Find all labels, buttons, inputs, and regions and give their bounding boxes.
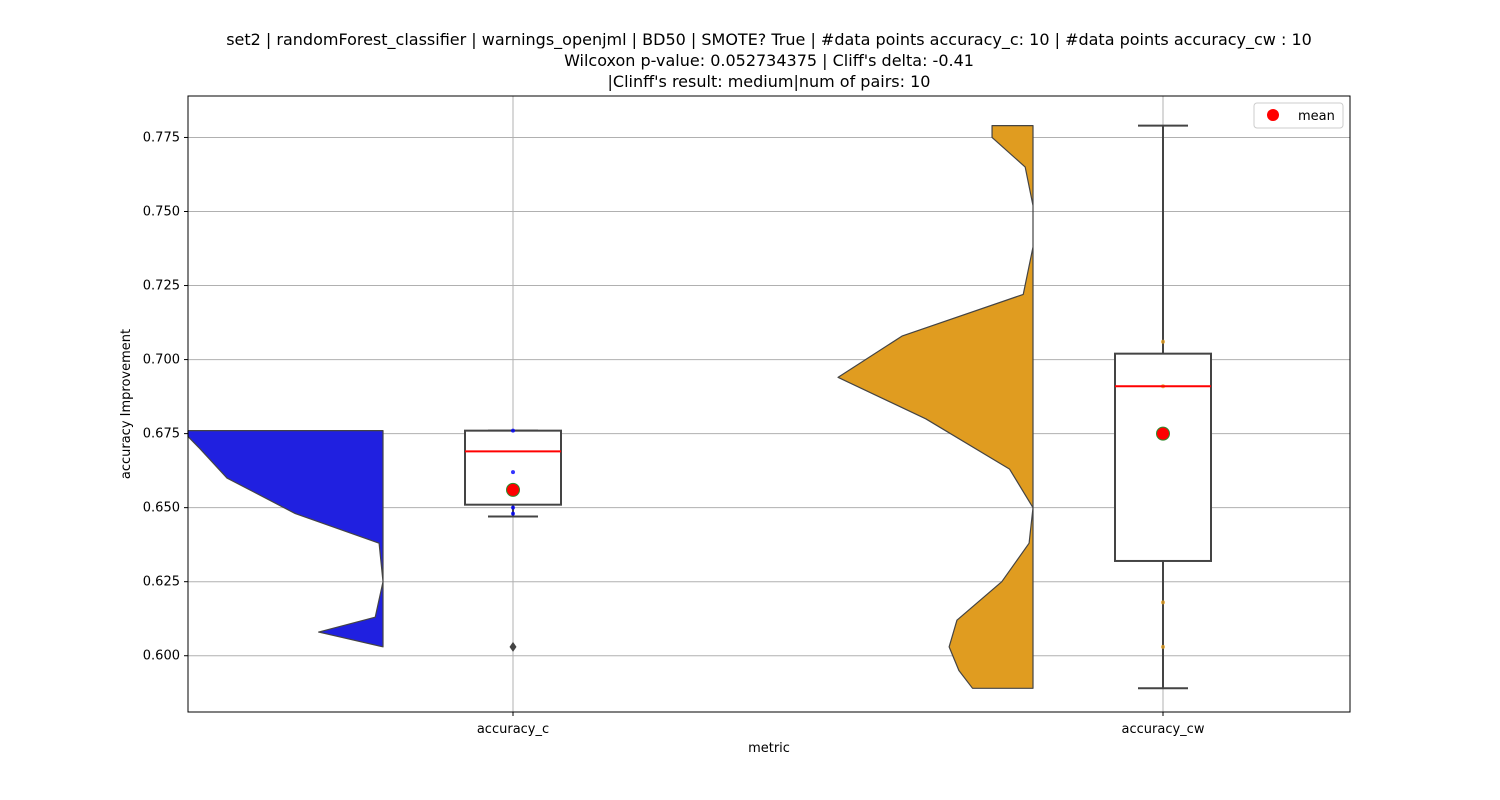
- violins: [187, 125, 1034, 689]
- x-tick-label-accuracy_cw: accuracy_cw: [1122, 722, 1205, 737]
- violin-accuracy_cw: [837, 125, 1034, 689]
- y-tick-label: 0.725: [143, 279, 180, 294]
- y-axis-title: accuracy Improvement: [119, 329, 134, 479]
- violin-accuracy_c: [187, 430, 384, 648]
- data-point: [511, 470, 515, 475]
- chart-title-line-2: Wilcoxon p-value: 0.052734375 | Cliff's …: [564, 51, 974, 70]
- y-tick-label: 0.650: [143, 501, 180, 516]
- x-axis-title: metric: [748, 741, 790, 756]
- y-tick-label: 0.750: [143, 205, 180, 220]
- y-tick-label: 0.675: [143, 427, 180, 442]
- data-point: [1161, 644, 1165, 649]
- y-tick-label: 0.600: [143, 649, 180, 664]
- data-point: [511, 505, 515, 510]
- legend: mean: [1253, 102, 1344, 129]
- chart-title-line-3: |Clinff's result: medium|num of pairs: 1…: [607, 72, 931, 91]
- legend-mean-label: mean: [1298, 109, 1335, 124]
- axes: 0.600 0.625 0.650 0.675 0.700 0.725 0.750 0.775…: [143, 95, 1351, 737]
- y-tick-label: 0.625: [143, 575, 180, 590]
- x-tick-label-accuracy_c: accuracy_c: [477, 722, 549, 737]
- mean-marker-accuracy_cw: [1156, 426, 1170, 441]
- mean-marker-accuracy_c: [506, 482, 520, 497]
- chart-title-line-1: set2 | randomForest_classifier | warning…: [226, 30, 1312, 49]
- data-point: [511, 428, 515, 433]
- outlier-point: [509, 641, 517, 652]
- legend-mean-marker: [1267, 109, 1279, 121]
- legend-box: [1253, 102, 1344, 129]
- plot-frame: [187, 95, 1351, 713]
- boxplots: [464, 124, 1212, 690]
- data-point: [1161, 600, 1165, 605]
- data-point: [511, 511, 515, 516]
- data-point: [1161, 339, 1165, 344]
- y-tick-label: 0.775: [143, 130, 180, 145]
- y-tick-label: 0.700: [143, 353, 180, 368]
